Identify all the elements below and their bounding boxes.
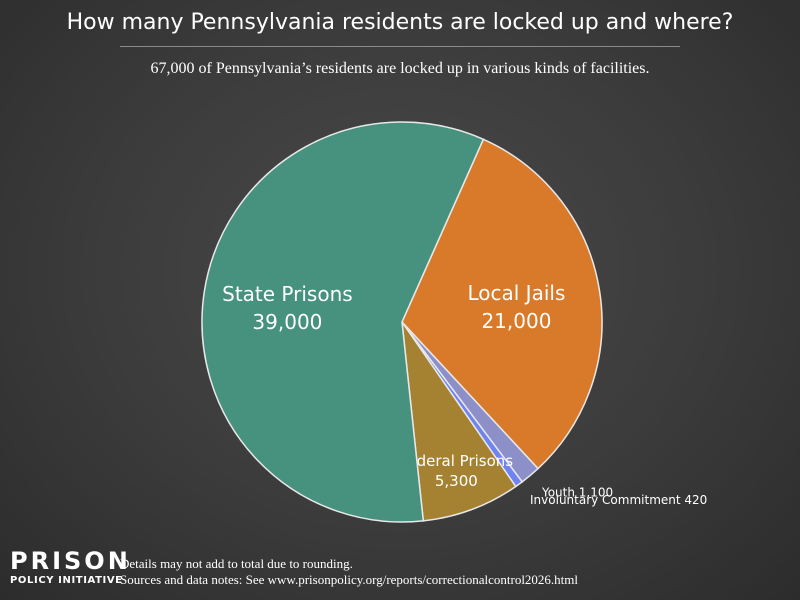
logo-line-2: POLICY INITIATIVE bbox=[10, 575, 123, 586]
slice-label-involuntary-commitment: Involuntary Commitment 420 bbox=[530, 493, 707, 507]
logo-line-1: PRISON bbox=[10, 547, 131, 575]
slice-label-federal-prisons: Federal Prisons bbox=[400, 452, 514, 470]
pie-slice-federal-prisons bbox=[401, 321, 517, 522]
slice-value-local-jails: 21,000 bbox=[481, 309, 551, 333]
rounding-note: Details may not add to total due to roun… bbox=[120, 556, 353, 571]
pie-slice-state-prisons bbox=[201, 121, 485, 523]
slice-value-state-prisons: 39,000 bbox=[252, 310, 322, 334]
title-divider bbox=[120, 46, 680, 47]
slice-label-state-prisons: State Prisons bbox=[222, 282, 353, 306]
footer-notes: Details may not add to total due to roun… bbox=[120, 556, 578, 588]
prison-policy-logo: PRISON POLICY INITIATIVE bbox=[10, 548, 131, 588]
slice-label-youth: Youth 1,100 bbox=[541, 486, 613, 500]
slice-value-federal-prisons: 5,300 bbox=[435, 472, 478, 490]
pie-slice-local-jails bbox=[401, 138, 603, 470]
chart-title: How many Pennsylvania residents are lock… bbox=[66, 10, 734, 35]
slice-label-local-jails: Local Jails bbox=[467, 281, 565, 305]
sources-note: Sources and data notes: See www.prisonpo… bbox=[120, 572, 579, 587]
chart-subtitle: 67,000 of Pennsylvania’s residents are l… bbox=[150, 60, 650, 77]
